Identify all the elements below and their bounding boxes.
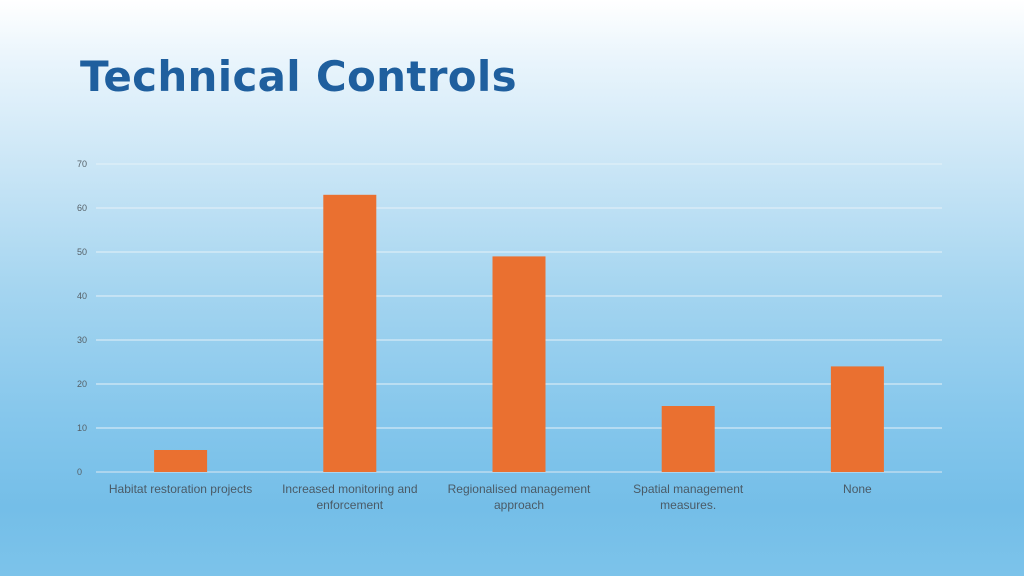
y-tick-label-0: 0	[77, 467, 82, 477]
bar-5	[830, 366, 884, 472]
bar-4	[661, 406, 715, 472]
x-category-label-1: Habitat restoration projects	[109, 482, 252, 496]
x-category-label-3: Regionalised management approach	[448, 482, 591, 512]
y-tick-label-50: 50	[77, 247, 87, 257]
bar-3	[492, 256, 546, 472]
bar-2	[323, 194, 377, 473]
y-axis-tick-labels: 0 10 20 30 40 50 60 70	[77, 159, 87, 477]
y-tick-label-10: 10	[77, 423, 87, 433]
x-category-label-4: Spatial management measures.	[633, 482, 744, 512]
x-category-label-5: None	[843, 482, 872, 496]
slide-title: Technical Controls	[80, 52, 517, 101]
y-tick-label-30: 30	[77, 335, 87, 345]
y-tick-label-70: 70	[77, 159, 87, 169]
bars	[154, 194, 884, 473]
x-category-label-2: Increased monitoring and enforcement	[282, 482, 417, 512]
y-tick-label-20: 20	[77, 379, 87, 389]
x-axis-category-labels: Habitat restoration projects Increased mo…	[109, 482, 872, 512]
bar-1	[154, 450, 208, 472]
y-tick-label-40: 40	[77, 291, 87, 301]
y-tick-label-60: 60	[77, 203, 87, 213]
